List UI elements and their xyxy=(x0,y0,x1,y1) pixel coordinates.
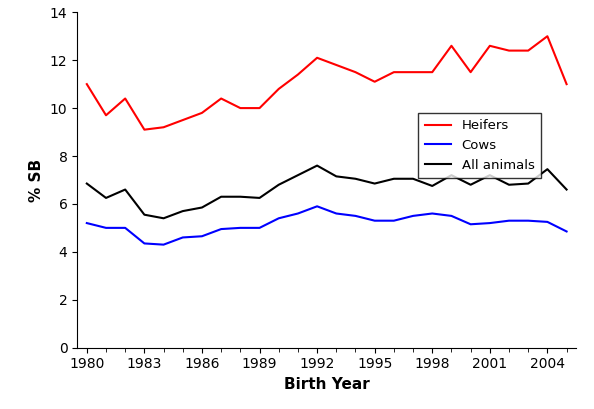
Line: All animals: All animals xyxy=(87,166,567,218)
Line: Cows: Cows xyxy=(87,206,567,245)
Cows xyxy=(544,219,551,224)
Cows xyxy=(563,229,570,234)
Heifers xyxy=(563,82,570,87)
Cows xyxy=(160,242,167,247)
Cows xyxy=(83,220,90,225)
Heifers xyxy=(486,43,494,48)
All animals xyxy=(237,194,244,199)
Heifers xyxy=(295,72,302,77)
Heifers xyxy=(390,70,397,74)
Cows xyxy=(448,213,455,218)
Heifers xyxy=(525,48,532,53)
Heifers xyxy=(179,118,187,123)
Cows xyxy=(525,218,532,223)
Heifers xyxy=(217,96,225,101)
Cows xyxy=(237,225,244,230)
Line: Heifers: Heifers xyxy=(87,36,567,130)
All animals xyxy=(295,173,302,178)
Heifers xyxy=(352,70,359,74)
All animals xyxy=(275,182,282,187)
All animals xyxy=(333,174,340,179)
Cows xyxy=(179,235,187,240)
X-axis label: Birth Year: Birth Year xyxy=(284,377,369,392)
Cows xyxy=(505,218,513,223)
Cows xyxy=(217,227,225,231)
All animals xyxy=(141,212,148,217)
All animals xyxy=(390,176,397,181)
All animals xyxy=(198,205,206,210)
All animals xyxy=(371,181,378,186)
Cows xyxy=(295,211,302,216)
All animals xyxy=(505,182,513,187)
Heifers xyxy=(83,82,90,87)
All animals xyxy=(525,181,532,186)
All animals xyxy=(102,196,109,200)
Heifers xyxy=(409,70,416,74)
Cows xyxy=(409,213,416,218)
All animals xyxy=(486,173,494,178)
All animals xyxy=(83,181,90,186)
All animals xyxy=(544,167,551,172)
All animals xyxy=(314,163,321,168)
Cows xyxy=(141,241,148,246)
Heifers xyxy=(505,48,513,53)
All animals xyxy=(409,176,416,181)
Heifers xyxy=(141,127,148,132)
All animals xyxy=(179,209,187,213)
All animals xyxy=(448,173,455,178)
Cows xyxy=(371,218,378,223)
All animals xyxy=(352,176,359,181)
Heifers xyxy=(198,110,206,115)
Heifers xyxy=(256,106,263,110)
Cows xyxy=(256,225,263,230)
All animals xyxy=(256,196,263,200)
Heifers xyxy=(102,113,109,118)
Legend: Heifers, Cows, All animals: Heifers, Cows, All animals xyxy=(418,113,541,178)
Heifers xyxy=(467,70,474,74)
Heifers xyxy=(544,34,551,39)
Heifers xyxy=(314,55,321,60)
Cows xyxy=(352,213,359,218)
Cows xyxy=(429,211,436,216)
Heifers xyxy=(371,79,378,84)
Heifers xyxy=(160,125,167,130)
Heifers xyxy=(448,43,455,48)
Heifers xyxy=(275,86,282,91)
Cows xyxy=(486,220,494,225)
Heifers xyxy=(429,70,436,74)
Cows xyxy=(102,225,109,230)
Cows xyxy=(467,222,474,227)
Heifers xyxy=(237,106,244,110)
Heifers xyxy=(333,63,340,67)
Cows xyxy=(314,204,321,209)
All animals xyxy=(160,216,167,221)
Heifers xyxy=(122,96,129,101)
Cows xyxy=(275,216,282,221)
All animals xyxy=(122,187,129,192)
Cows xyxy=(390,218,397,223)
All animals xyxy=(467,182,474,187)
Cows xyxy=(198,234,206,239)
All animals xyxy=(429,184,436,189)
Cows xyxy=(333,211,340,216)
Y-axis label: % SB: % SB xyxy=(29,158,45,202)
All animals xyxy=(217,194,225,199)
Cows xyxy=(122,225,129,230)
All animals xyxy=(563,187,570,192)
